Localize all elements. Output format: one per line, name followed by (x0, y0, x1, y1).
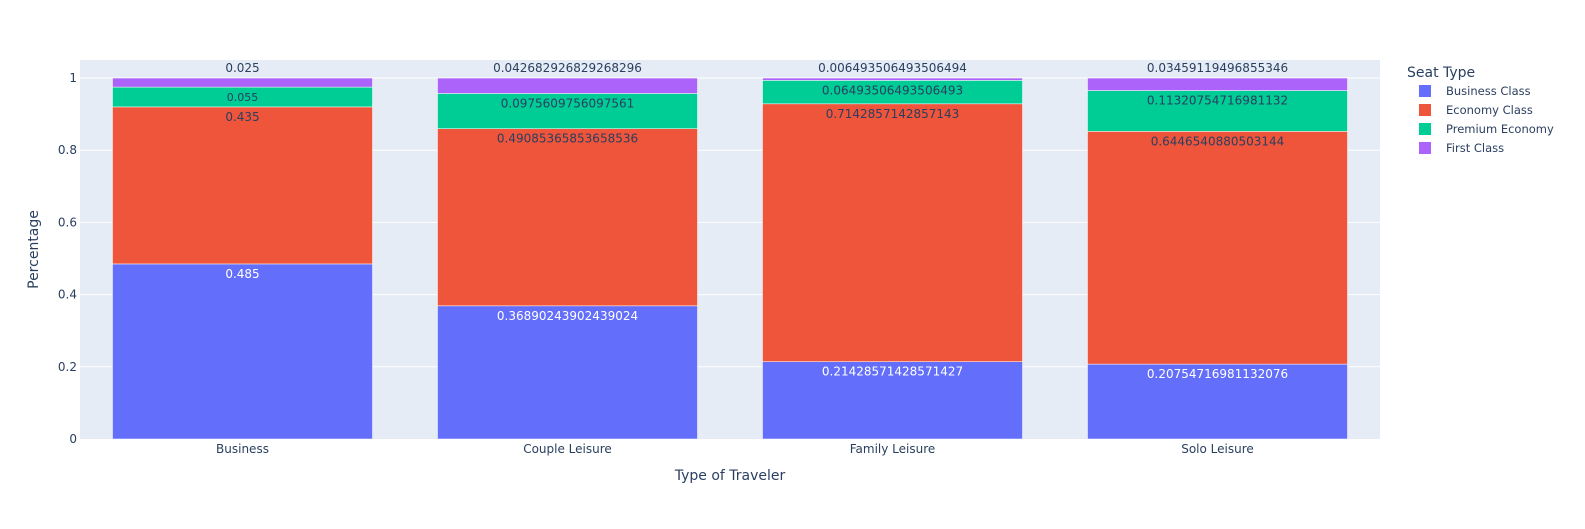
y-tick-label: 0.2 (58, 360, 77, 374)
legend-label: Premium Economy (1446, 122, 1554, 136)
data-label: 0.435 (225, 110, 259, 124)
data-label: 0.006493506493506494 (818, 61, 967, 75)
bar-segment[interactable] (437, 93, 698, 129)
y-tick-label: 1 (69, 71, 77, 85)
bar-segment[interactable] (762, 361, 1023, 440)
x-axis-ticks: Business Couple Leisure Family Leisure Solo… (216, 442, 1254, 456)
data-label: 0.21428571428571427 (822, 365, 963, 379)
data-label: 0.49085365853658536 (497, 132, 638, 146)
legend-swatch (1419, 85, 1431, 97)
data-label: 0.7142857142857143 (826, 107, 960, 121)
data-label: 0.042682926829268296 (493, 61, 642, 75)
legend-item[interactable]: Economy Class (1419, 103, 1533, 117)
y-axis-title: Percentage (26, 210, 42, 289)
bar-segment[interactable] (112, 77, 373, 88)
y-tick-label: 0.4 (58, 288, 77, 302)
data-label: 0.20754716981132076 (1147, 367, 1288, 381)
bar-segment[interactable] (1087, 363, 1348, 440)
legend: Seat Type Business Class Economy Class Pre… (1407, 65, 1554, 155)
y-tick-label: 0.6 (58, 215, 77, 229)
y-axis-ticks: 0 0.2 0.4 0.6 0.8 1 (58, 71, 77, 446)
x-tick-label: Family Leisure (850, 442, 936, 456)
legend-label: First Class (1446, 141, 1504, 155)
bar-segment[interactable] (437, 305, 698, 440)
data-label: 0.03459119496855346 (1147, 61, 1288, 75)
legend-swatch (1419, 142, 1431, 154)
bar-segment[interactable] (112, 263, 373, 440)
y-tick-label: 0 (69, 432, 77, 446)
legend-item[interactable]: Business Class (1419, 84, 1531, 98)
bar-segment[interactable] (1087, 77, 1348, 91)
bar-segment[interactable] (1087, 90, 1348, 132)
data-label: 0.6446540880503144 (1151, 134, 1285, 148)
data-labels: 0.485 0.435 0.055 0.025 0.3689024390243902​4… (225, 61, 1288, 381)
legend-items: Business Class Economy Class Premium Econo… (1419, 84, 1554, 155)
legend-item[interactable]: First Class (1419, 141, 1504, 155)
x-axis-title: Type of Traveler (674, 468, 786, 484)
legend-item[interactable]: Premium Economy (1419, 122, 1554, 136)
bar-segment[interactable] (762, 103, 1023, 362)
data-label: 0.11320754716981132 (1147, 94, 1288, 108)
bar-segment[interactable] (112, 106, 373, 265)
y-tick-label: 0.8 (58, 143, 77, 157)
data-label: 0.3689024390243902​4 (497, 309, 638, 323)
legend-label: Economy Class (1446, 103, 1533, 117)
bar-segment[interactable] (762, 77, 1023, 81)
data-label: 0.055 (227, 91, 259, 104)
data-label: 0.06493506493506493 (822, 83, 963, 97)
legend-swatch (1419, 104, 1431, 116)
legend-title: Seat Type (1407, 65, 1475, 81)
data-label: 0.025 (225, 61, 259, 75)
legend-label: Business Class (1446, 84, 1531, 98)
data-label: 0.485 (225, 267, 259, 281)
x-tick-label: Couple Leisure (523, 442, 612, 456)
bar-segment[interactable] (437, 128, 698, 307)
legend-swatch (1419, 123, 1431, 135)
x-tick-label: Solo Leisure (1181, 442, 1254, 456)
bar-segment[interactable] (1087, 131, 1348, 365)
data-label: 0.0975609756097561 (501, 96, 635, 110)
bars (112, 77, 1348, 440)
bar-segment[interactable] (437, 77, 698, 94)
x-tick-label: Business (216, 442, 269, 456)
